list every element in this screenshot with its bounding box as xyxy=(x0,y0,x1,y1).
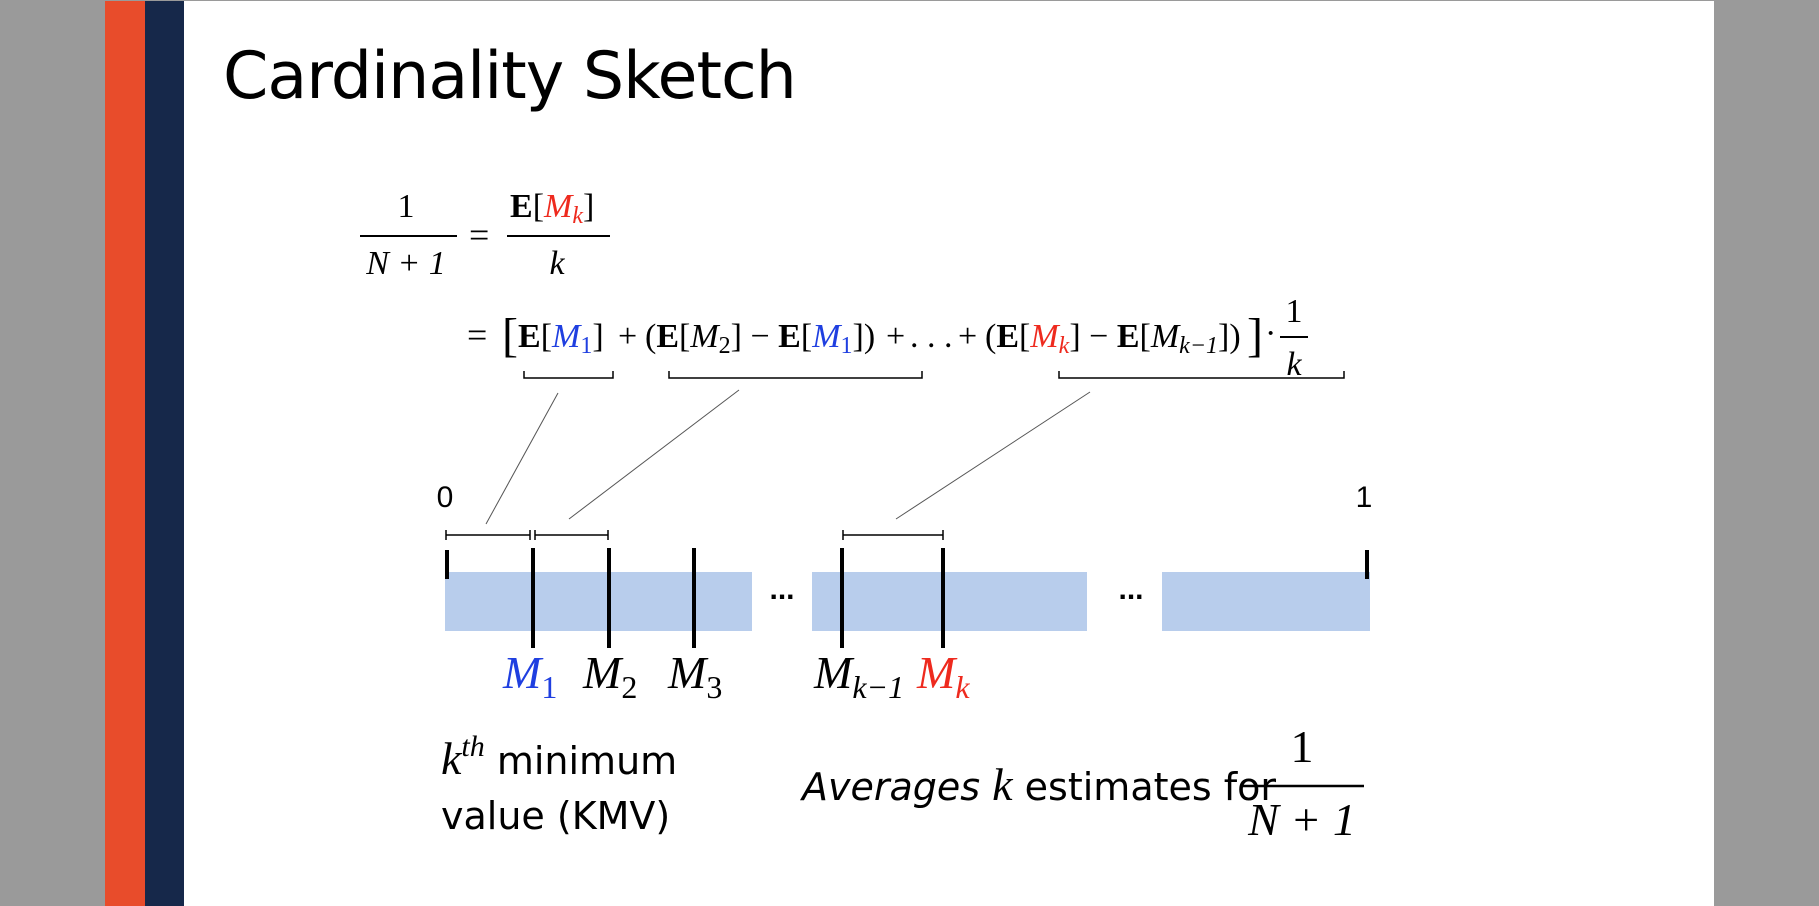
eq2-equals-sign: = xyxy=(467,315,487,355)
interval-bracket-2 xyxy=(534,530,609,540)
eq1-lhs-denominator: N + 1 xyxy=(365,245,446,282)
averages-label: Averages k estimates for xyxy=(802,759,1277,810)
eq2-term1: E[M1] xyxy=(518,318,604,359)
eq2-plus-2: + xyxy=(886,318,905,355)
point-label-M2: M2 xyxy=(582,647,637,705)
math-diagram: 1 N + 1 = E[Mk] k = [ E[M1] + (E[M2] − E… xyxy=(360,188,1373,845)
interval-bracket-1 xyxy=(445,530,531,540)
eq2-ellipsis: . . . xyxy=(910,318,953,355)
eq2-frac-numerator: 1 xyxy=(1286,293,1303,330)
avg-frac-denominator: N + 1 xyxy=(1247,794,1356,845)
eq2-frac-denominator: k xyxy=(1286,346,1302,383)
connector-termk xyxy=(895,391,1091,520)
eq2-dot: · xyxy=(1265,315,1276,352)
slide: Cardinality Sketch 1 N + 1 = E[Mk] k = [… xyxy=(105,1,1714,906)
accent-bar-navy xyxy=(145,1,184,906)
point-label-M1: M1 xyxy=(502,647,557,705)
eq1-rhs-M: M xyxy=(543,188,574,225)
point-label-Mk-1: Mk−1 xyxy=(813,647,904,705)
number-line-segment-2 xyxy=(812,572,1087,631)
gap-ellipsis-1: ... xyxy=(769,573,794,606)
number-line-segment-1 xyxy=(445,572,752,631)
number-line-zero-label: 0 xyxy=(437,481,454,514)
eq1-rhs-sub: k xyxy=(572,203,583,229)
underbrace-termk xyxy=(1058,371,1345,379)
kmv-line1: kth minimum xyxy=(441,730,678,785)
eq1-rhs-E: E xyxy=(510,188,533,225)
eq1-rhs-numerator: E[Mk] xyxy=(510,188,594,229)
eq2-plus-1: + xyxy=(618,318,637,355)
point-label-M3: M3 xyxy=(667,647,722,705)
accent-bar-orange xyxy=(105,1,145,906)
eq1-equals-sign: = xyxy=(469,215,489,255)
number-line-segment-3 xyxy=(1162,572,1370,631)
eq1-lhs-numerator: 1 xyxy=(398,188,415,225)
eq2-close-bracket: ] xyxy=(1247,309,1263,362)
underbrace-term1 xyxy=(523,371,614,379)
eq1-rhs-denominator: k xyxy=(549,245,565,282)
eq2-plus-3: + xyxy=(958,318,977,355)
number-line-one-label: 1 xyxy=(1356,481,1373,514)
eq2-term2: (E[M2] − E[M1]) xyxy=(645,318,875,359)
kmv-label: kth minimum value (KMV) xyxy=(441,731,677,844)
kmv-line2: value (KMV) xyxy=(441,794,671,838)
connector-term2 xyxy=(568,389,740,520)
eq2-termk: (E[Mk] − E[Mk−1]) xyxy=(985,318,1241,359)
slide-title: Cardinality Sketch xyxy=(223,39,797,114)
avg-frac-numerator: 1 xyxy=(1291,721,1314,772)
gap-ellipsis-2: ... xyxy=(1118,573,1143,606)
point-label-Mk: Mk xyxy=(916,647,970,705)
connector-term1 xyxy=(485,392,559,525)
underbrace-term2 xyxy=(668,371,923,379)
eq2-open-bracket: [ xyxy=(502,309,518,362)
interval-bracket-k xyxy=(842,530,944,540)
